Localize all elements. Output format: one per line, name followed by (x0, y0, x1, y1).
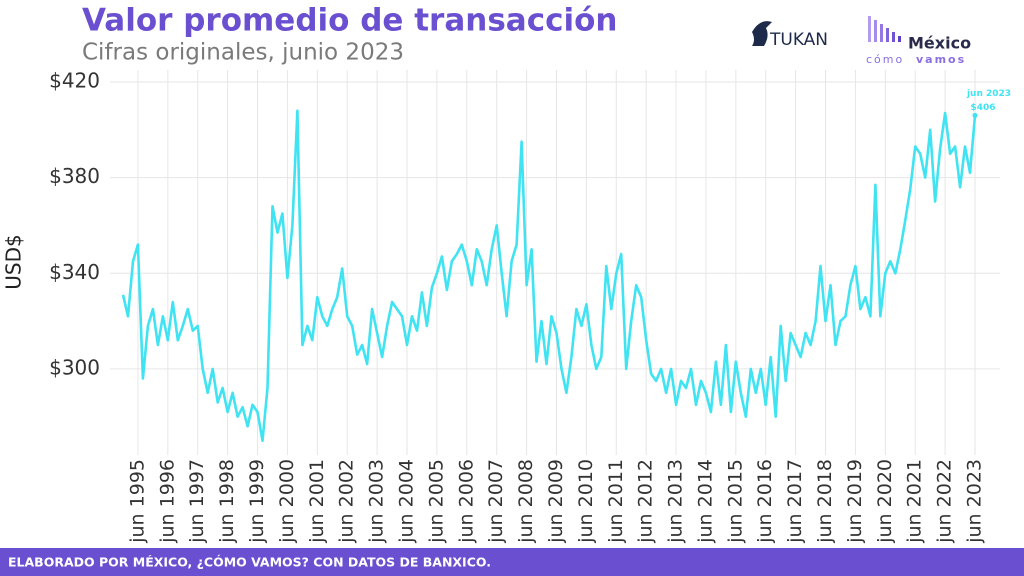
y-axis-label: USD$ (2, 234, 26, 289)
footer-bar (0, 548, 1024, 576)
tukan-text: TUKAN (769, 30, 828, 50)
x-tick-label: jun 1998 (216, 459, 238, 544)
x-tick-label: jun 2005 (425, 459, 447, 544)
plot-area: $300 $340 $380 $420 jun 1995 jun 1996 jun 1997… (49, 68, 1011, 543)
logo-bar (886, 28, 889, 42)
x-tick-label: jun 2000 (276, 459, 298, 544)
logo-bar (898, 36, 901, 42)
y-tick-label: $380 (49, 164, 100, 188)
x-tick-label: jun 2010 (575, 459, 597, 544)
x-tick-label: jun 1995 (126, 459, 148, 544)
x-tick-label: jun 2009 (545, 459, 567, 544)
end-point (972, 112, 978, 118)
footer-text: ELABORADO POR MÉXICO, ¿CÓMO VAMOS? CON D… (8, 555, 491, 570)
annotation-value: $406 (970, 103, 995, 113)
x-tick-label: jun 2002 (336, 459, 358, 544)
x-tick-label: jun 2012 (635, 459, 657, 544)
logo-bar (892, 32, 895, 42)
logo-bar (880, 24, 883, 42)
x-tick-label: jun 2022 (934, 459, 956, 544)
y-tick-label: $420 (49, 68, 100, 92)
x-tick-label: jun 2017 (784, 459, 806, 544)
x-tick-label: jun 2023 (964, 459, 986, 544)
logo-text: vamos (916, 53, 966, 66)
x-tick-label: jun 2001 (306, 459, 328, 544)
data-line (121, 109, 977, 442)
x-tick-label: jun 2019 (844, 459, 866, 544)
x-tick-label: jun 2018 (814, 459, 836, 544)
y-tick-label: $340 (49, 260, 100, 284)
chart-subtitle: Cifras originales, junio 2023 (82, 40, 404, 66)
x-tick-label: jun 1997 (186, 459, 208, 544)
tukan-logo: TUKAN (752, 21, 828, 50)
x-tick-label: jun 2015 (724, 459, 746, 544)
logo-text: México (908, 34, 971, 53)
tukan-icon (752, 21, 772, 46)
x-tick-label: jun 2006 (455, 459, 477, 544)
x-tick-label: jun 1996 (156, 459, 178, 544)
x-tick-label: jun 2011 (605, 459, 627, 544)
x-tick-label: jun 2007 (485, 459, 507, 544)
x-tick-label: jun 2016 (754, 459, 776, 544)
x-tick-label: jun 2013 (665, 459, 687, 544)
x-tick-label: jun 2021 (904, 459, 926, 544)
chart-title: Valor promedio de transacción (82, 3, 617, 39)
logo-text: cómo (866, 53, 904, 66)
x-tick-label: jun 2020 (874, 459, 896, 544)
x-tick-label: jun 2004 (396, 459, 418, 544)
y-tick-label: $300 (49, 355, 100, 379)
x-tick-label: jun 2003 (366, 459, 388, 544)
annotation-date: jun 2023 (966, 89, 1011, 99)
x-tick-label: jun 2008 (515, 459, 537, 544)
logo-bar (874, 20, 877, 42)
x-tick-label: jun 1999 (246, 459, 268, 544)
logo-bar (868, 16, 871, 42)
x-tick-label: jun 2014 (694, 459, 716, 544)
mcv-logo: México cómo vamos (866, 16, 971, 66)
